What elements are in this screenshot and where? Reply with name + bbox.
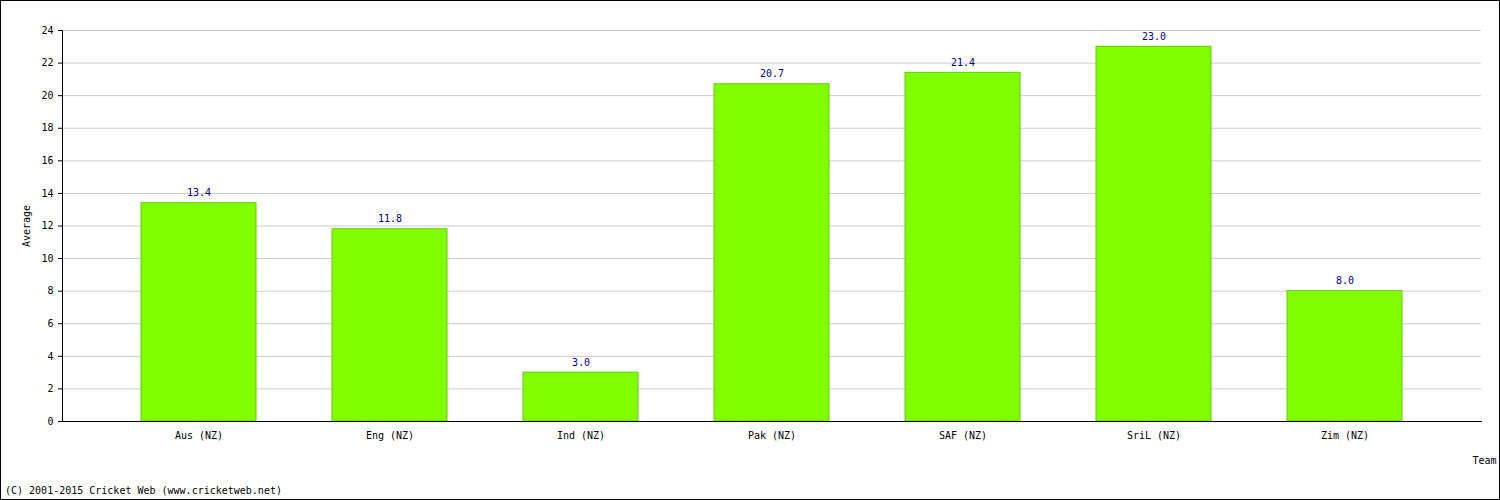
svg-text:11.8: 11.8 (378, 213, 402, 224)
html-text:(C) 2001-2015 Cricket Web (www: (C) 2001-2015 Cricket Web (www.cricketwe… (5, 485, 282, 496)
svg-text:10: 10 (41, 253, 53, 264)
svg-text:Zim (NZ): Zim (NZ) (1321, 430, 1369, 441)
svg-text:Average: Average (21, 205, 32, 247)
svg-text:0: 0 (47, 416, 53, 427)
svg-text:12: 12 (41, 220, 53, 231)
svg-text:16: 16 (41, 155, 53, 166)
svg-text:22: 22 (41, 57, 53, 68)
svg-text:2: 2 (47, 383, 53, 394)
svg-text:14: 14 (41, 188, 53, 199)
svg-text:21.4: 21.4 (951, 57, 975, 68)
svg-text:3.0: 3.0 (572, 357, 590, 368)
svg-text:6: 6 (47, 318, 53, 329)
svg-text:4: 4 (47, 351, 53, 362)
svg-text:8.0: 8.0 (1336, 275, 1354, 286)
svg-text:Aus (NZ): Aus (NZ) (175, 430, 223, 441)
svg-text:13.4: 13.4 (187, 187, 211, 198)
svg-text:24: 24 (41, 25, 53, 36)
svg-text:8: 8 (47, 285, 53, 296)
svg-text:SriL (NZ): SriL (NZ) (1127, 430, 1181, 441)
svg-text:20.7: 20.7 (760, 68, 784, 79)
svg-text:Ind (NZ): Ind (NZ) (557, 430, 605, 441)
svg-text:23.0: 23.0 (1142, 31, 1166, 42)
svg-text:Pak (NZ): Pak (NZ) (748, 430, 796, 441)
svg-text:SAF (NZ): SAF (NZ) (939, 430, 987, 441)
svg-text:20: 20 (41, 90, 53, 101)
svg-text:Team: Team (1472, 455, 1496, 466)
svg-text:Eng (NZ): Eng (NZ) (366, 430, 414, 441)
svg-text:18: 18 (41, 122, 53, 133)
